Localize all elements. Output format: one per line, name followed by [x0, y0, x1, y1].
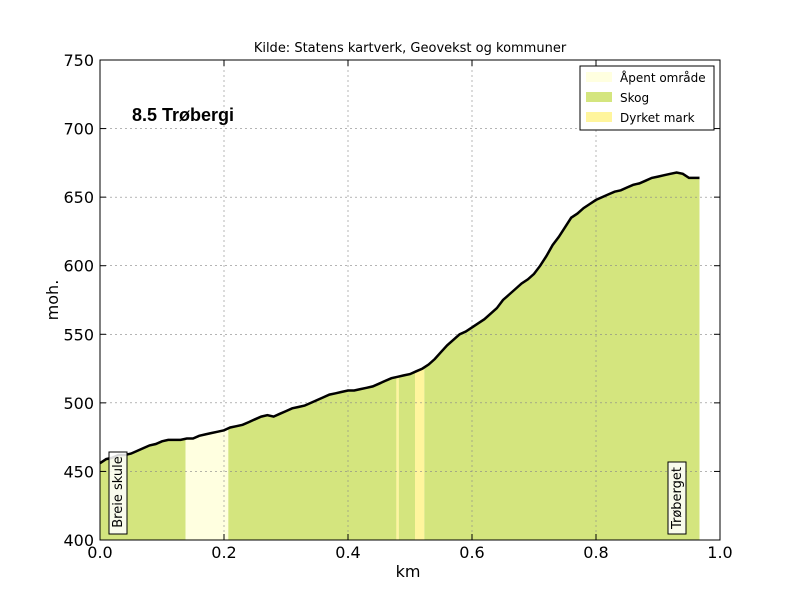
- x-tick-label: 0.4: [335, 543, 360, 562]
- legend-swatch-skog: [586, 92, 612, 102]
- end-marker-box: [667, 461, 687, 535]
- start-label: Breie skule: [111, 456, 126, 527]
- legend-label-apent-omrade: Åpent område: [620, 70, 706, 85]
- end-marker: Trøberget: [667, 461, 687, 535]
- y-tick-label: 500: [63, 394, 94, 413]
- plot-frame: [99, 59, 721, 541]
- axis-ticks: 0.0 0.2 0.4 0.6 0.8 1.0 400 450 500 550 600 650 700 7…: [63, 51, 732, 562]
- x-tick-label: 0.8: [583, 543, 608, 562]
- y-tick-label: 600: [63, 257, 94, 276]
- x-tick-label: 0.6: [459, 543, 484, 562]
- land-cover-band-4: [398, 371, 415, 540]
- legend: Åpent område Skog Dyrket mark: [579, 65, 715, 131]
- x-tick-label: 1.0: [707, 543, 732, 562]
- legend-label-dyrket-mark: Dyrket mark: [620, 111, 695, 125]
- land-cover-band-3: [396, 376, 399, 540]
- legend-swatch-dyrket-mark: [586, 112, 612, 122]
- y-tick-label: 550: [63, 325, 94, 344]
- land-cover-band-2: [228, 377, 397, 540]
- land-cover-band-5: [415, 367, 425, 540]
- legend-label-skog: Skog: [620, 91, 649, 105]
- grid-lines: [100, 60, 720, 540]
- land-cover-bands: [100, 172, 700, 540]
- y-axis-label: moh.: [43, 280, 62, 321]
- y-tick-label: 450: [63, 462, 94, 481]
- chart-source-title: Kilde: Statens kartverk, Geovekst og kom…: [254, 41, 567, 56]
- land-cover-band-1: [185, 428, 229, 540]
- x-tick-label: 0.2: [211, 543, 236, 562]
- start-marker-box: [108, 451, 128, 535]
- y-tick-label: 750: [63, 51, 94, 70]
- x-axis-label: km: [396, 562, 421, 581]
- land-cover-band-6: [424, 172, 700, 540]
- legend-swatch-apent-omrade: [586, 72, 612, 82]
- y-tick-label: 700: [63, 120, 94, 139]
- x-tick-label: 0.0: [87, 543, 112, 562]
- y-tick-label: 650: [63, 188, 94, 207]
- end-label: Trøberget: [670, 467, 685, 530]
- elevation-line: [99, 171, 700, 465]
- start-marker: Breie skule: [108, 451, 128, 535]
- route-title: 8.5 Trøbergi: [132, 105, 234, 125]
- y-tick-label: 400: [63, 531, 94, 550]
